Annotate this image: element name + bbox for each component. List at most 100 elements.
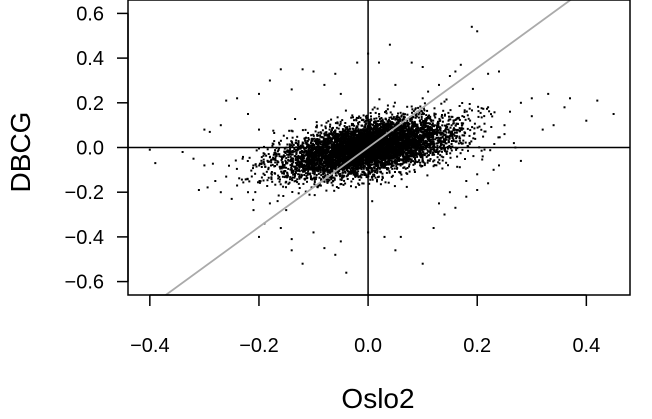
scatter-point: [363, 165, 366, 168]
scatter-point: [282, 195, 285, 197]
scatter-point: [444, 127, 447, 130]
scatter-point: [424, 121, 427, 124]
scatter-point: [444, 150, 447, 153]
scatter-point: [370, 115, 372, 118]
scatter-point: [462, 127, 465, 130]
scatter-point: [374, 176, 377, 179]
scatter-point: [300, 159, 303, 162]
scatter-point: [290, 168, 293, 170]
scatter-point: [351, 171, 354, 174]
scatter-point: [293, 148, 296, 150]
scatter-point: [387, 121, 390, 123]
scatter-point: [483, 148, 486, 151]
scatter-point: [397, 127, 400, 130]
scatter-point: [479, 111, 482, 114]
scatter-point: [321, 129, 324, 132]
scatter-point: [478, 125, 481, 128]
scatter-point: [393, 137, 396, 140]
scatter-point: [319, 134, 322, 137]
scatter-point: [292, 173, 295, 176]
point-cloud: [206, 87, 515, 203]
scatter-point: [323, 155, 326, 158]
scatter-point: [391, 167, 394, 170]
scatter-point: [372, 140, 375, 143]
scatter-point: [376, 107, 379, 110]
scatter-point: [301, 157, 304, 160]
scatter-point: [400, 129, 403, 132]
scatter-point: [342, 139, 345, 142]
scatter-point: [389, 111, 392, 114]
scatter-point: [263, 174, 266, 176]
scatter-point: [327, 180, 330, 183]
scatter-point: [285, 162, 287, 165]
scatter-point: [307, 170, 310, 173]
scatter-point: [339, 183, 342, 186]
scatter-point: [418, 111, 421, 114]
scatter-point: [373, 124, 376, 127]
scatter-point: [305, 167, 308, 170]
scatter-point: [289, 164, 292, 167]
scatter-point: [355, 167, 357, 170]
scatter-point: [405, 129, 408, 132]
scatter-point: [338, 134, 341, 137]
scatter-point: [246, 160, 249, 162]
scatter-point: [345, 175, 348, 178]
scatter-point: [403, 143, 406, 146]
scatter-point: [284, 181, 287, 184]
scatter-point: [381, 156, 384, 159]
scatter-point: [306, 154, 309, 157]
scatter-point: [433, 130, 436, 132]
scatter-point: [263, 163, 266, 166]
scatter-point: [263, 153, 266, 156]
scatter-point: [458, 130, 461, 133]
scatter-point: [432, 165, 435, 168]
scatter-point: [329, 136, 332, 139]
scatter-point: [282, 154, 285, 157]
scatter-point: [333, 177, 336, 180]
scatter-point: [293, 175, 296, 178]
scatter-point: [422, 124, 425, 127]
scatter-point: [373, 175, 376, 178]
scatter-point: [310, 168, 313, 171]
scatter-point: [424, 124, 427, 127]
scatter-point: [291, 191, 294, 193]
scatter-point: [337, 187, 340, 189]
scatter-point: [414, 156, 417, 159]
scatter-point: [297, 141, 300, 144]
scatter-point: [480, 149, 483, 152]
scatter-point: [309, 152, 311, 154]
scatter-point: [400, 115, 403, 118]
scatter-point: [313, 183, 316, 186]
scatter-point: [304, 165, 307, 168]
scatter-point: [460, 124, 463, 127]
scatter-point: [228, 164, 230, 167]
scatter-point: [345, 165, 348, 168]
scatter-point: [318, 142, 321, 145]
scatter-point: [416, 123, 419, 126]
scatter-point: [262, 172, 265, 175]
scatter-point: [329, 155, 332, 158]
scatter-point: [437, 151, 440, 153]
scatter-point: [425, 122, 428, 125]
scatter-point: [416, 161, 419, 164]
scatter-point: [382, 140, 385, 143]
scatter-point: [434, 113, 437, 116]
scatter-point: [408, 157, 411, 160]
scatter-point: [418, 148, 421, 151]
scatter-point: [287, 174, 289, 177]
scatter-point: [307, 131, 309, 134]
scatter-point: [294, 159, 297, 162]
scatter-point: [283, 164, 286, 166]
scatter-point: [458, 127, 461, 130]
scatter-point: [489, 149, 492, 152]
scatter-point: [352, 132, 355, 135]
scatter-point: [477, 115, 480, 118]
scatter-point: [356, 148, 359, 151]
scatter-point: [400, 173, 403, 176]
scatter-point: [334, 158, 337, 161]
scatter-point: [258, 147, 260, 150]
scatter-point: [310, 134, 313, 137]
scatter-point: [357, 155, 360, 157]
scatter-point: [335, 132, 338, 135]
scatter-point: [300, 161, 303, 164]
